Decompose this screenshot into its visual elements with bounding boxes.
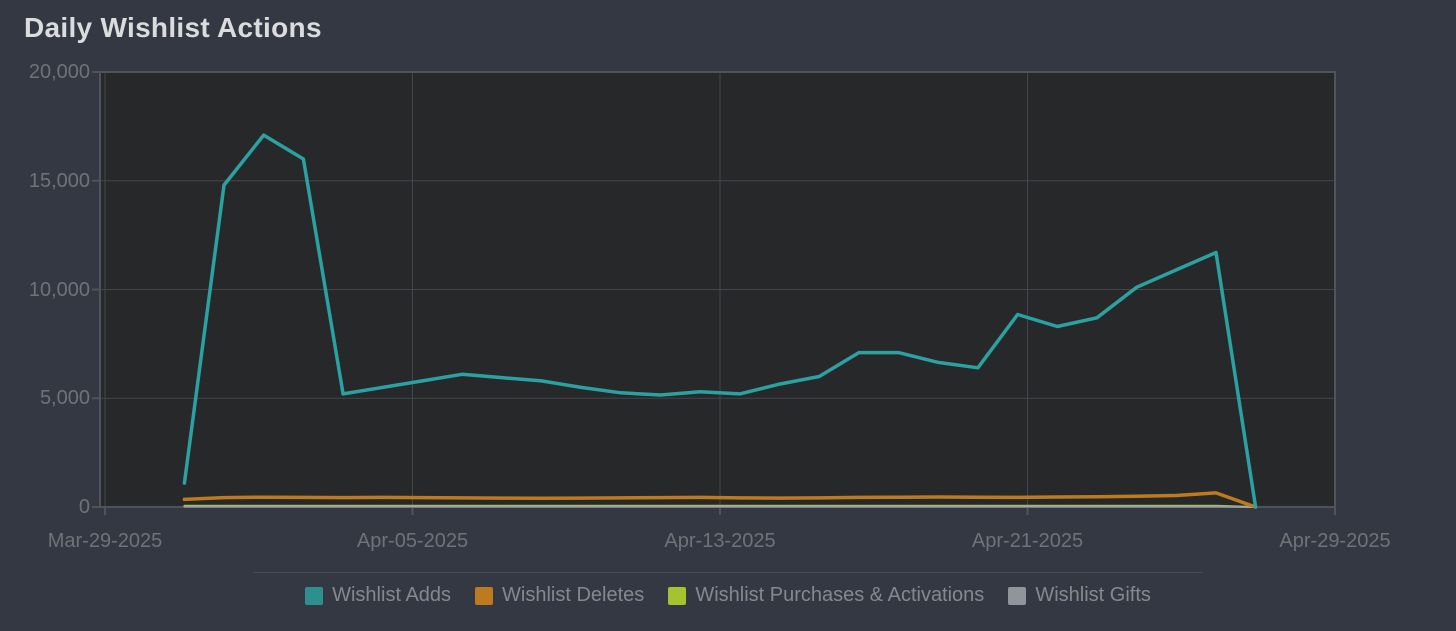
wishlist-addsline <box>182 133 1258 509</box>
legend-label: Wishlist Purchases & Activations <box>695 584 985 606</box>
legend-swatch-icon <box>668 586 687 605</box>
legend-swatch-icon <box>305 586 324 605</box>
wishlist-giftsline <box>183 505 1257 508</box>
page-title: Daily Wishlist Actions <box>24 12 322 43</box>
legend-label: Wishlist Adds <box>332 584 452 606</box>
legend-label: Wishlist Gifts <box>1035 584 1151 606</box>
x-axis-tick-label: Apr-29-2025 <box>1279 530 1391 552</box>
y-axis-tick-label: 20,000 <box>28 61 90 83</box>
x-axis-tick-label: Apr-05-2025 <box>356 530 469 552</box>
legend-divider <box>253 572 1203 573</box>
y-axis-tick-label: 0 <box>78 496 90 518</box>
legend-swatch-icon <box>1008 586 1027 605</box>
legend-swatch-icon <box>475 586 494 605</box>
y-axis-tick-label: 15,000 <box>28 169 90 192</box>
legend-items: Wishlist Adds Wishlist Deletes Wishlist Pu… <box>0 573 1456 607</box>
legend-item-wishlist-adds[interactable]: Wishlist Adds <box>305 584 451 607</box>
wishlist-deletesline <box>182 491 1258 509</box>
y-axis-tick-label: 10,000 <box>28 278 90 301</box>
x-axis-tick-label: Mar-29-2025 <box>47 530 163 552</box>
x-axis-tick-label: Apr-13-2025 <box>664 530 776 552</box>
legend-item-wishlist-purchases-activations[interactable]: Wishlist Purchases & Activations <box>668 584 984 607</box>
legend-label: Wishlist Deletes <box>502 584 645 606</box>
legend-item-wishlist-gifts[interactable]: Wishlist Gifts <box>1008 584 1151 607</box>
y-axis-tick-label: 5,000 <box>39 387 90 410</box>
legend-item-wishlist-deletes[interactable]: Wishlist Deletes <box>475 584 644 607</box>
x-axis-tick-label: Apr-21-2025 <box>971 530 1084 552</box>
chart-legend: Wishlist Adds Wishlist Deletes Wishlist Pu… <box>0 572 1456 607</box>
